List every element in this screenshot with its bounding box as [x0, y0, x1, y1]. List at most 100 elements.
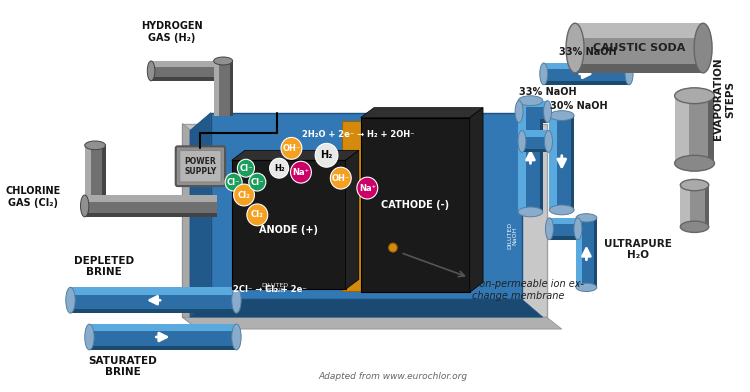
Bar [575, 32, 703, 64]
Bar [518, 101, 543, 212]
Bar [151, 61, 215, 67]
Bar [680, 185, 690, 227]
Bar [582, 218, 594, 287]
Ellipse shape [66, 287, 75, 313]
Bar [544, 63, 629, 69]
Bar [85, 145, 91, 197]
Ellipse shape [576, 283, 597, 292]
Ellipse shape [147, 61, 154, 81]
Text: ANODE (+): ANODE (+) [259, 225, 318, 235]
Ellipse shape [518, 207, 543, 217]
Circle shape [238, 159, 254, 177]
Bar [218, 61, 229, 116]
Ellipse shape [576, 214, 597, 222]
Bar [519, 101, 548, 123]
Ellipse shape [694, 23, 712, 73]
Ellipse shape [85, 141, 106, 150]
Bar [232, 160, 346, 289]
Circle shape [315, 143, 338, 167]
Text: EVAPORATION
STEPS: EVAPORATION STEPS [713, 58, 735, 140]
Text: CATHODE (-): CATHODE (-) [381, 200, 449, 210]
Bar [688, 185, 704, 227]
Ellipse shape [232, 287, 242, 313]
Text: Cl⁻: Cl⁻ [251, 178, 264, 187]
Ellipse shape [544, 101, 551, 123]
Bar [90, 145, 103, 197]
Bar [522, 133, 548, 149]
Bar [85, 198, 218, 213]
Text: SATURATED
BRINE: SATURATED BRINE [88, 356, 157, 377]
Bar [544, 63, 629, 85]
Polygon shape [470, 108, 483, 292]
Ellipse shape [550, 205, 574, 215]
Circle shape [233, 184, 254, 206]
Ellipse shape [85, 324, 94, 350]
Bar [518, 101, 526, 212]
Bar [550, 116, 556, 210]
Ellipse shape [545, 218, 554, 240]
Ellipse shape [518, 96, 543, 105]
Ellipse shape [680, 180, 709, 191]
Text: DEPLETED
BRINE: DEPLETED BRINE [74, 256, 134, 278]
Bar [685, 96, 709, 163]
Circle shape [357, 177, 378, 199]
Bar [522, 131, 548, 136]
Text: Adapted from www.eurochlor.org: Adapted from www.eurochlor.org [318, 372, 467, 381]
Bar [556, 116, 572, 210]
Bar [70, 290, 236, 309]
Bar [211, 113, 522, 299]
Bar [85, 145, 106, 197]
Circle shape [388, 243, 398, 252]
Bar [519, 103, 548, 119]
Polygon shape [232, 150, 358, 160]
Text: Cl₂: Cl₂ [238, 191, 250, 200]
Text: 2Cl⁻ → Cl₂ + 2e⁻: 2Cl⁻ → Cl₂ + 2e⁻ [232, 285, 307, 294]
Bar [70, 287, 236, 294]
Bar [575, 23, 703, 73]
Bar [576, 218, 597, 287]
Text: HYDROGEN
GAS (H₂): HYDROGEN GAS (H₂) [141, 22, 202, 43]
Text: H₂: H₂ [274, 164, 284, 173]
Bar [89, 324, 236, 331]
Text: 30% NaOH: 30% NaOH [550, 101, 608, 111]
Bar [550, 116, 574, 210]
Text: 33% NaOH: 33% NaOH [559, 47, 616, 57]
Polygon shape [182, 123, 197, 329]
Ellipse shape [675, 155, 715, 171]
Bar [675, 96, 688, 163]
Bar [519, 101, 548, 107]
Circle shape [290, 161, 311, 183]
Bar [361, 118, 470, 292]
Polygon shape [182, 317, 562, 329]
Ellipse shape [574, 218, 582, 240]
Text: Cl₂: Cl₂ [251, 211, 264, 220]
Bar [85, 195, 218, 217]
Ellipse shape [540, 63, 548, 85]
Ellipse shape [515, 101, 523, 123]
Circle shape [225, 173, 242, 191]
Ellipse shape [550, 111, 574, 120]
Circle shape [270, 158, 289, 178]
Bar [550, 218, 578, 224]
Text: POWER
SUPPLY: POWER SUPPLY [184, 156, 217, 176]
Bar [525, 101, 540, 212]
Text: Cl⁻: Cl⁻ [239, 164, 253, 173]
Circle shape [330, 167, 351, 189]
Text: Non-permeable ion ex-
change membrane: Non-permeable ion ex- change membrane [472, 279, 584, 301]
Bar [550, 218, 578, 240]
Ellipse shape [80, 195, 88, 217]
Bar [85, 195, 218, 202]
Text: CHLORINE
GAS (Cl₂): CHLORINE GAS (Cl₂) [6, 186, 61, 208]
Bar [89, 324, 236, 350]
Polygon shape [190, 299, 543, 317]
Bar [89, 327, 236, 346]
FancyBboxPatch shape [179, 150, 221, 182]
Ellipse shape [675, 88, 715, 103]
Bar [151, 61, 215, 81]
Text: CAUSTIC SODA: CAUSTIC SODA [593, 43, 686, 53]
Text: Na⁺: Na⁺ [292, 168, 310, 177]
Text: Cl⁻: Cl⁻ [226, 178, 240, 187]
Ellipse shape [518, 131, 526, 152]
Bar [575, 23, 703, 38]
Text: DILUTED
NaOH: DILUTED NaOH [507, 222, 518, 249]
